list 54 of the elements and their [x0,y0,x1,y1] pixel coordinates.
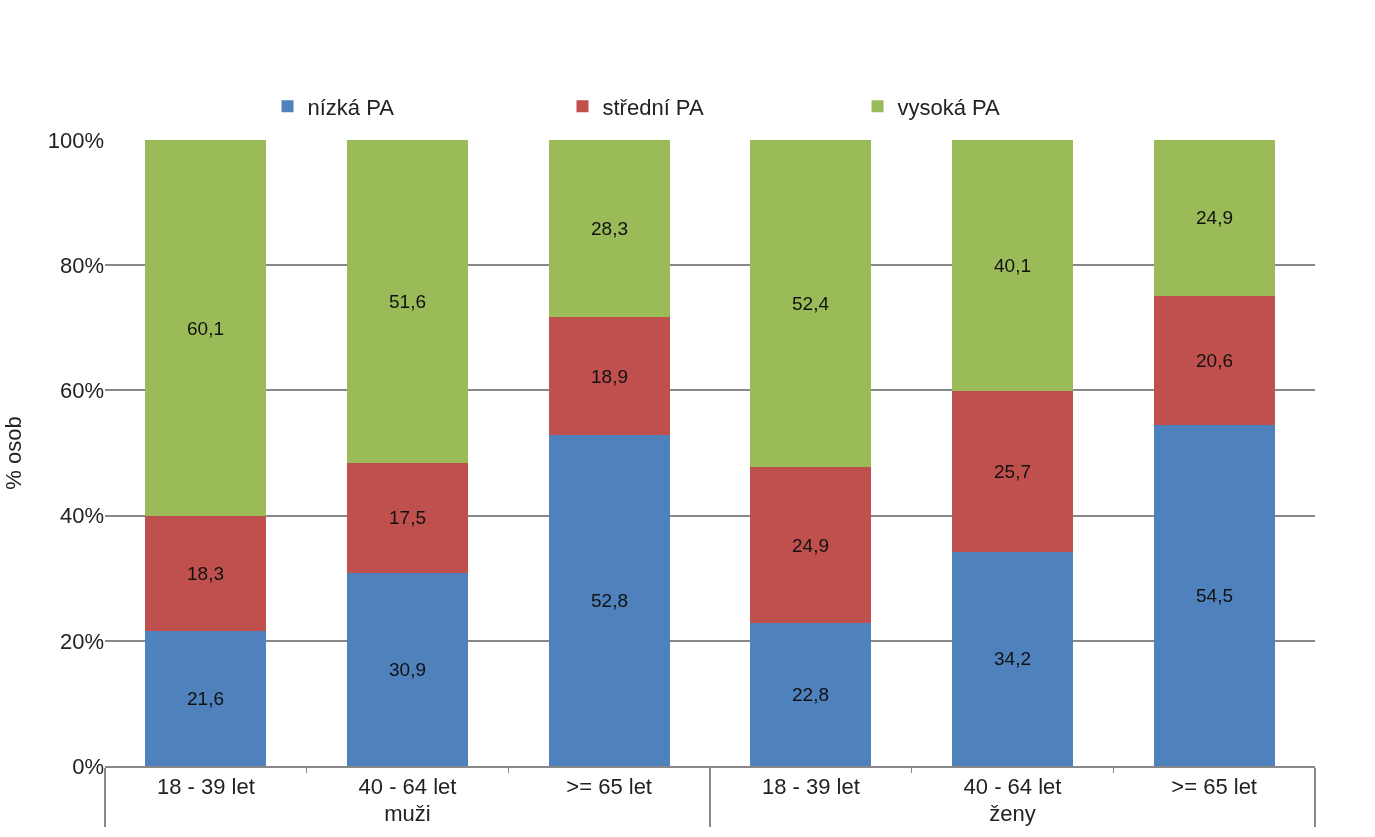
data-label: 40,1 [994,255,1031,276]
data-label: 25,7 [994,461,1031,482]
data-label: 60,1 [187,318,224,339]
bar [750,140,872,468]
bar [750,467,872,624]
y-tick-label: 20% [59,628,104,654]
data-label: 28,3 [591,218,628,239]
data-label: 18,3 [187,563,224,584]
data-label: 54,5 [1196,585,1233,606]
bar [548,317,670,436]
data-label: 17,5 [389,507,426,528]
bar [952,140,1073,392]
data-label: 18,9 [591,366,628,387]
text: muži [384,801,431,827]
bar [548,140,670,318]
data-label: 52,4 [792,293,830,314]
x-tick-label: >= 65 let [1171,774,1257,800]
data-label: 21,6 [187,688,224,709]
data-label: 30,9 [389,659,426,680]
x-tick-label: >= 65 let [566,774,652,800]
x-tick-label: 18 - 39 let [761,774,860,800]
data-label: 24,9 [792,535,829,556]
bar [145,140,267,517]
bar [145,516,267,631]
legend-label: vysoká PA [897,94,1001,120]
bar [145,630,267,766]
data-label: 24,9 [1196,207,1233,228]
data-label: 34,2 [994,648,1031,669]
data-label: 22,8 [792,684,829,705]
bar [1153,424,1275,766]
data-label: 51,6 [389,291,426,312]
y-tick-label: 60% [59,378,104,404]
bar [347,140,468,464]
bar [1153,295,1275,425]
y-tick-label: 40% [59,503,104,529]
text: ženy [989,801,1036,827]
data-label: 20,6 [1196,350,1233,371]
bar [347,572,468,766]
bar [548,435,670,766]
bar [347,463,468,573]
data-label: 52,8 [591,590,628,611]
y-axis-title: % osob [0,416,26,490]
y-tick-label: 0% [72,753,104,779]
bar [750,623,872,766]
bar [1153,140,1275,296]
legend-label: nízká PA [307,94,395,120]
x-tick-label: 18 - 39 let [156,774,255,800]
bar [952,551,1073,766]
y-tick-label: 80% [59,252,104,278]
x-tick-label: 40 - 64 let [358,774,457,800]
bar [952,391,1073,552]
y-tick-label: 100% [47,127,104,153]
legend-label: střední PA [602,94,704,120]
x-tick-label: 40 - 64 let [963,774,1062,800]
